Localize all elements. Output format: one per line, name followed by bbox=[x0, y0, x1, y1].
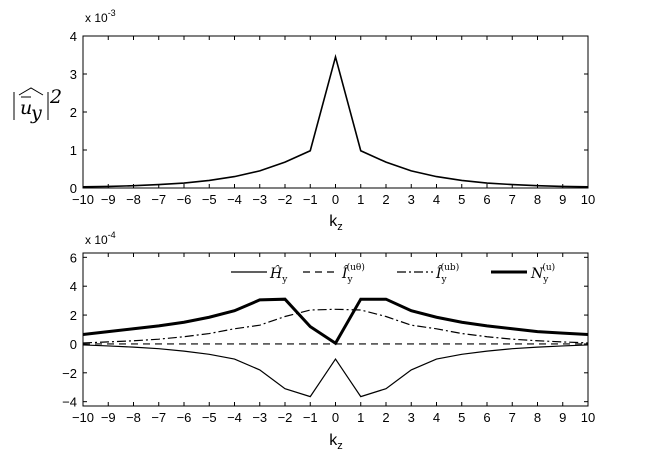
top-x-tick-label: 0 bbox=[332, 192, 339, 207]
top-x-tick-label: 7 bbox=[509, 192, 516, 207]
svg-text:Ĥy: Ĥy bbox=[269, 264, 288, 285]
bottom-y-tick-label: 0 bbox=[70, 337, 77, 352]
bottom-x-tick-label: −3 bbox=[252, 410, 267, 425]
top-x-tick-label: −1 bbox=[303, 192, 318, 207]
top-x-tick-label: 3 bbox=[408, 192, 415, 207]
legend-label-h: Ĥ bbox=[269, 264, 283, 282]
legend-entry-i-utheta: Îy(uθ) bbox=[303, 262, 365, 285]
top-x-tick-label: 2 bbox=[382, 192, 389, 207]
bottom-x-tick-label: 3 bbox=[408, 410, 415, 425]
bottom-x-tick-label: −10 bbox=[72, 410, 94, 425]
bottom-x-tick-label: 8 bbox=[534, 410, 541, 425]
bottom-x-tick-label: −1 bbox=[303, 410, 318, 425]
svg-text:Îy(uθ): Îy(uθ) bbox=[341, 262, 365, 285]
bottom-series-line-0 bbox=[82, 344, 589, 398]
bottom-y-tick-label: −4 bbox=[62, 395, 77, 410]
svg-text:u: u bbox=[20, 97, 32, 119]
top-x-tick-label: −3 bbox=[252, 192, 267, 207]
bottom-series-line-2 bbox=[82, 308, 589, 344]
top-x-tick-label: −9 bbox=[101, 192, 116, 207]
bottom-x-tick-label: −8 bbox=[126, 410, 141, 425]
bottom-x-tick-label: −7 bbox=[151, 410, 166, 425]
top-y-tick-label: 4 bbox=[70, 29, 77, 44]
top-x-tick-label: 5 bbox=[458, 192, 465, 207]
bottom-x-axis-label: kz bbox=[329, 432, 343, 452]
top-x-tick-label: −6 bbox=[177, 192, 192, 207]
top-x-tick-label: 9 bbox=[559, 192, 566, 207]
top-series-layer bbox=[82, 53, 589, 188]
bottom-x-tick-label: −6 bbox=[177, 410, 192, 425]
bottom-x-tick-label: 2 bbox=[382, 410, 389, 425]
bottom-axis-ticks: −10 −9 −8 −7 −6 −5 −4 −3 −2 −1 0 1 2 3 4 5 6 7 8 9 10−4−2024… bbox=[62, 250, 595, 425]
legend-entry-h: Ĥy bbox=[231, 264, 288, 285]
svg-text:Ny(u): Ny(u) bbox=[530, 262, 555, 285]
bottom-x-tick-label: −2 bbox=[278, 410, 293, 425]
top-y-tick-label: 3 bbox=[70, 67, 77, 82]
top-x-tick-label: 1 bbox=[357, 192, 364, 207]
top-multiplier: x 10-3 bbox=[85, 8, 116, 25]
bottom-x-tick-label: 10 bbox=[581, 410, 595, 425]
bottom-y-tick-label: 4 bbox=[70, 279, 77, 294]
legend-label-n: N bbox=[530, 266, 544, 282]
bottom-x-tick-label: −9 bbox=[101, 410, 116, 425]
bottom-y-tick-label: −2 bbox=[62, 366, 77, 381]
top-x-tick-label: −4 bbox=[227, 192, 242, 207]
top-x-tick-label: −5 bbox=[202, 192, 217, 207]
legend: Ĥy Îy(uθ) Îy(ub) Ny(u) bbox=[231, 262, 555, 285]
top-x-axis-label: kz bbox=[329, 213, 343, 233]
top-x-tick-label: 6 bbox=[483, 192, 490, 207]
legend-label-i-utheta: Î bbox=[341, 264, 349, 282]
top-x-tick-label: 8 bbox=[534, 192, 541, 207]
top-series-line-0 bbox=[82, 53, 589, 188]
bottom-x-tick-label: 6 bbox=[483, 410, 490, 425]
svg-text:Îy(ub): Îy(ub) bbox=[435, 262, 459, 285]
bottom-x-tick-label: −4 bbox=[227, 410, 242, 425]
top-y-axis-label: u y 2 bbox=[13, 86, 62, 124]
bottom-chart: −10 −9 −8 −7 −6 −5 −4 −3 −2 −1 0 1 2 3 4 5 6 7 8 9 10−4−2024… bbox=[62, 230, 595, 452]
bottom-x-tick-label: −5 bbox=[202, 410, 217, 425]
bottom-multiplier: x 10-4 bbox=[85, 230, 116, 247]
top-x-tick-label: −8 bbox=[126, 192, 141, 207]
top-y-tick-label: 2 bbox=[70, 105, 77, 120]
bottom-y-tick-label: 6 bbox=[70, 250, 77, 265]
legend-entry-n: Ny(u) bbox=[491, 262, 555, 285]
bottom-series-layer bbox=[82, 297, 589, 398]
bottom-x-tick-label: 5 bbox=[458, 410, 465, 425]
top-x-tick-label: −10 bbox=[72, 192, 94, 207]
legend-entry-i-ub: Îy(ub) bbox=[397, 262, 459, 285]
bottom-x-tick-label: 9 bbox=[559, 410, 566, 425]
svg-text:2: 2 bbox=[49, 86, 62, 108]
top-x-tick-label: 4 bbox=[433, 192, 440, 207]
legend-label-i-ub: Î bbox=[435, 264, 443, 282]
top-x-tick-label: −7 bbox=[151, 192, 166, 207]
top-x-tick-label: 10 bbox=[581, 192, 595, 207]
top-y-tick-label: 0 bbox=[70, 181, 77, 196]
bottom-series-line-3 bbox=[82, 297, 589, 346]
bottom-x-tick-label: 0 bbox=[332, 410, 339, 425]
bottom-x-tick-label: 1 bbox=[357, 410, 364, 425]
svg-text:y: y bbox=[30, 102, 42, 124]
bottom-y-tick-label: 2 bbox=[70, 308, 77, 323]
bottom-x-tick-label: 4 bbox=[433, 410, 440, 425]
bottom-x-tick-label: 7 bbox=[509, 410, 516, 425]
top-y-tick-label: 1 bbox=[70, 143, 77, 158]
top-x-tick-label: −2 bbox=[278, 192, 293, 207]
